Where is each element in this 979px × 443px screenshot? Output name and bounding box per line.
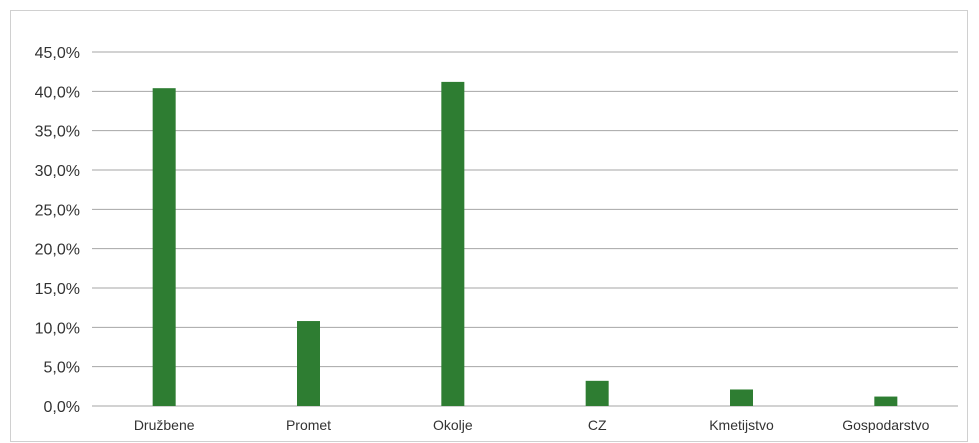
- bar-cz: [585, 380, 609, 406]
- bar-okolje: [441, 81, 465, 406]
- y-tick-label: 20,0%: [35, 242, 80, 259]
- x-category-label: Družbene: [134, 417, 195, 433]
- y-tick-label: 0,0%: [44, 399, 80, 416]
- x-category-label: Kmetijstvo: [709, 417, 774, 433]
- y-axis-tick-labels: 0,0% 5,0% 10,0% 15,0% 20,0% 25,0% 30,0% 35,0% 40…: [35, 45, 80, 416]
- bar-kmetijstvo: [730, 389, 753, 406]
- gridlines: [92, 51, 958, 407]
- bar-družbene: [152, 88, 176, 406]
- y-tick-label: 5,0%: [44, 360, 80, 377]
- x-category-label: Promet: [286, 417, 331, 433]
- y-tick-label: 45,0%: [35, 45, 80, 62]
- y-tick-label: 30,0%: [35, 163, 80, 180]
- bar-gospodarstvo: [874, 396, 898, 406]
- y-tick-label: 35,0%: [35, 124, 80, 141]
- y-tick-label: 40,0%: [35, 84, 80, 101]
- bars: [152, 81, 898, 406]
- x-category-label: Gospodarstvo: [842, 417, 929, 433]
- bar-promet: [297, 321, 320, 406]
- y-tick-label: 15,0%: [35, 281, 80, 298]
- y-tick-label: 25,0%: [35, 202, 80, 219]
- x-category-label: CZ: [588, 417, 607, 433]
- x-category-label: Okolje: [433, 417, 473, 433]
- x-axis-category-labels: Družbene Promet Okolje CZ Kmetijstvo Gospodar…: [134, 417, 930, 433]
- y-tick-label: 10,0%: [35, 320, 80, 337]
